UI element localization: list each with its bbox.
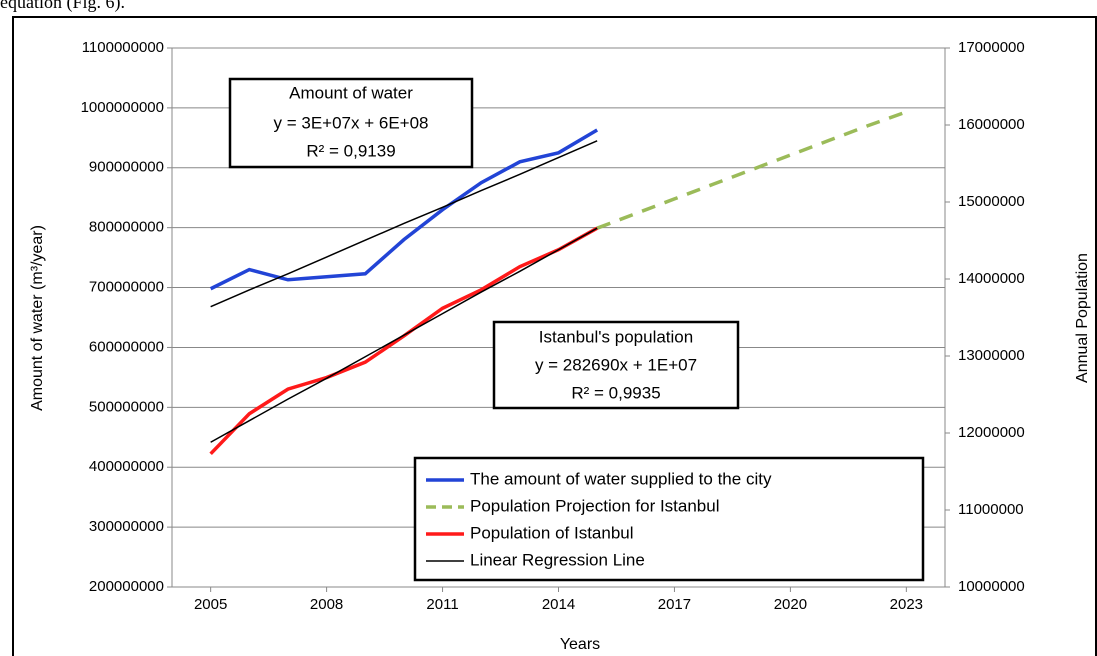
y-tick-label: 800000000 <box>89 219 164 236</box>
legend-label: Population of Istanbul <box>470 523 634 542</box>
y-tick-label: 700000000 <box>89 279 164 296</box>
x-tick-label: 2023 <box>890 596 923 613</box>
y2-tick-label: 13000000 <box>958 347 1025 364</box>
annotation-text: R² = 0,9139 <box>306 141 395 160</box>
y2-tick-label: 17000000 <box>958 39 1025 56</box>
x-tick-label: 2008 <box>310 596 343 613</box>
legend-label: Population Projection for Istanbul <box>470 496 720 515</box>
annotation-text: R² = 0,9935 <box>571 383 660 402</box>
y2-tick-label: 12000000 <box>958 424 1025 441</box>
annotation-text: Amount of water <box>289 83 413 102</box>
y-tick-label: 900000000 <box>89 159 164 176</box>
x-tick-label: 2011 <box>426 596 458 613</box>
y-title: Amount of water (m³/year) <box>29 225 46 411</box>
y2-tick-label: 10000000 <box>958 578 1025 595</box>
y2-tick-label: 14000000 <box>958 270 1025 287</box>
annotation-box <box>228 77 474 169</box>
y-tick-label: 400000000 <box>89 458 164 475</box>
annotation-text: y = 3E+07x + 6E+08 <box>273 113 428 132</box>
x-tick-label: 2017 <box>658 596 691 613</box>
trend-line <box>210 227 598 443</box>
y-tick-label: 1000000000 <box>81 99 164 116</box>
y-tick-label: 600000000 <box>89 338 164 355</box>
legend-label: Linear Regression Line <box>470 550 645 569</box>
y-tick-label: 500000000 <box>89 398 164 415</box>
legend-label: The amount of water supplied to the city <box>470 469 772 488</box>
x-tick-label: 2014 <box>542 596 575 613</box>
y2-tick-label: 16000000 <box>958 116 1025 133</box>
annotation-text: y = 282690x + 1E+07 <box>535 355 697 374</box>
y-tick-label: 300000000 <box>89 518 164 535</box>
legend-box <box>413 456 925 582</box>
page-text: equation (Fig. 6). <box>0 0 125 13</box>
x-title: Years <box>560 636 600 653</box>
y-tick-label: 200000000 <box>89 578 164 595</box>
x-tick-label: 2005 <box>194 596 227 613</box>
y2-title: Annual Population <box>1074 253 1091 383</box>
x-tick-label: 2020 <box>774 596 807 613</box>
y2-tick-label: 15000000 <box>958 193 1025 210</box>
trend-line <box>210 140 598 308</box>
y-tick-label: 1100000000 <box>82 39 164 56</box>
series-line <box>209 128 599 291</box>
frame <box>12 16 1097 656</box>
y2-tick-label: 11000000 <box>958 501 1024 518</box>
series-line <box>596 110 907 230</box>
annotation-box <box>492 320 740 410</box>
annotation-text: Istanbul's population <box>539 327 693 346</box>
